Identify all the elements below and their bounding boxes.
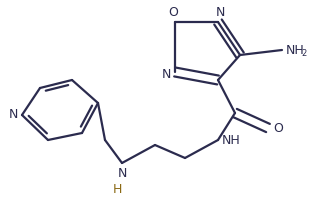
Text: O: O (273, 122, 283, 135)
Text: N: N (117, 167, 127, 180)
Text: N: N (162, 67, 171, 81)
Text: N: N (215, 6, 225, 19)
Text: O: O (168, 6, 178, 19)
Text: H: H (112, 183, 122, 196)
Text: 2: 2 (301, 49, 306, 59)
Text: NH: NH (222, 133, 241, 146)
Text: N: N (9, 108, 18, 122)
Text: NH: NH (286, 43, 305, 56)
